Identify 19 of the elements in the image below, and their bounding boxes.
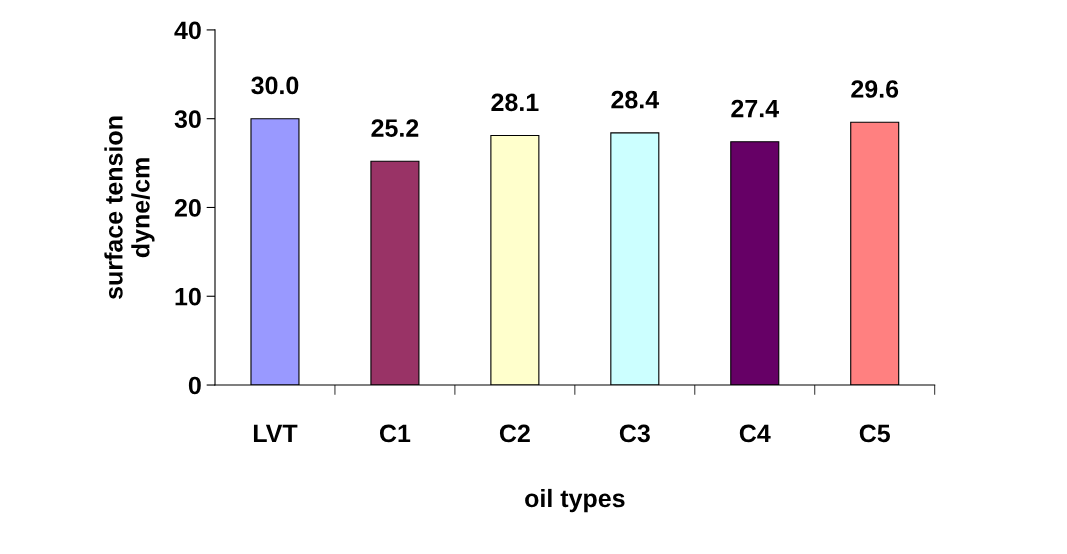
data-label: 28.1: [491, 93, 539, 112]
data-label: 27.4: [731, 99, 779, 118]
y-tick-label: 40: [174, 21, 201, 40]
data-label: 28.4: [611, 90, 660, 109]
y-tick-label: 10: [175, 287, 201, 306]
x-tick-label: C2: [499, 424, 530, 443]
x-tick-label: C5: [859, 424, 890, 443]
data-label: 29.6: [851, 80, 899, 98]
y-tick-label: 20: [174, 199, 201, 217]
y-tick-label: 0: [188, 376, 201, 395]
x-axis-title: oil types: [525, 488, 625, 513]
y-axis-title: surface tension dyne/cm: [104, 116, 155, 299]
x-tick-label: C4: [739, 424, 771, 443]
x-tick-label: C1: [379, 424, 411, 443]
data-label: 30.0: [251, 76, 299, 95]
data-label: 25.2: [371, 119, 419, 137]
x-tick-label: C3: [619, 424, 650, 443]
y-tick-label: 30: [174, 110, 201, 129]
x-tick-label: LVT: [253, 424, 298, 443]
